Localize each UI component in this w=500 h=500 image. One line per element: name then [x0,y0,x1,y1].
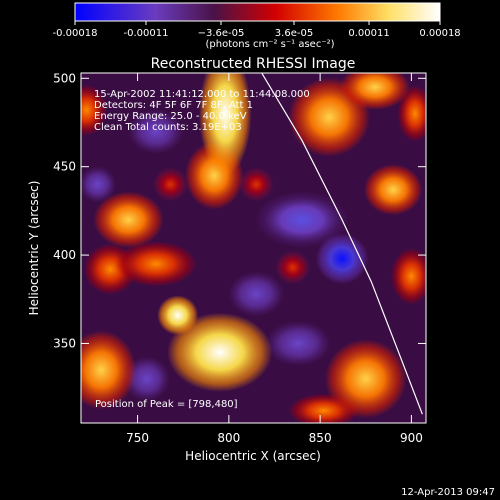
emission-source [198,73,252,176]
negative-residual [257,315,340,372]
colorbar-tick-label: -0.00011 [123,28,168,39]
chart-title: Reconstructed RHESSI Image [151,56,356,72]
negative-residual [315,233,369,285]
colorbar-tick-label: 0.00018 [419,28,460,39]
y-tick-label: 350 [53,336,76,350]
colorbar-tick-label: 3.6e-05 [275,28,313,39]
emission-source [81,84,107,136]
emission-source [324,339,407,419]
x-tick-label: 800 [217,431,240,445]
negative-residual [120,103,191,160]
emission-source [81,330,137,410]
annotation-time-range: 15-Apr-2002 11:41:12.000 to 11:44:08.000 [94,89,310,100]
annotation-total-counts: Clean Total counts: 3.19E+03 [94,122,242,133]
emission-source [152,167,188,202]
colorbar [74,2,441,22]
emission-source [275,250,311,285]
plot-frame [80,72,427,424]
emission-source [390,248,426,305]
colorbar-tick-label: −3.6e-05 [198,28,245,39]
emission-map [81,73,426,423]
emission-source [167,312,273,392]
y-axis: 350 400 450 500 [53,71,426,350]
x-tick-label: 750 [126,431,149,445]
colorbar-unit-label: (photons cm⁻² s⁻¹ asec⁻²) [205,39,334,50]
x-tick-label: 850 [309,431,332,445]
peak-position-label: Position of Peak = [798,480] [95,399,238,410]
y-tick-label: 500 [53,71,76,85]
emission-source [93,191,164,249]
y-tick-label: 400 [53,248,76,262]
footer-timestamp: 12-Apr-2013 09:47 [401,487,495,498]
x-tick-label: 900 [400,431,423,445]
x-axis: 750 800 850 900 [126,73,423,445]
emission-source [363,164,423,216]
annotation-energy-range: Energy Range: 25.0 - 40.0 keV [94,111,247,122]
x-axis-label: Heliocentric X (arcsec) [185,449,321,463]
y-tick-label: 450 [53,160,76,174]
colorbar-tick-label: -0.00018 [53,28,98,39]
emission-source [397,85,426,142]
solar-limb-curve [261,73,423,415]
colorbar-ticks: -0.00018 -0.00011 −3.6e-05 3.6e-05 0.00011 0.… [53,21,461,39]
emission-source [339,73,410,110]
emission-source [238,167,274,202]
colorbar-tick-label: 0.00011 [348,28,389,39]
emission-source [157,295,199,335]
negative-residual [221,265,292,323]
annotation-detectors: Detectors: 4F 5F 6F 7F 8F, Att 1 [94,100,253,111]
emission-source [114,241,197,287]
negative-residual [255,191,349,249]
y-axis-label: Heliocentric Y (arcsec) [27,181,41,316]
